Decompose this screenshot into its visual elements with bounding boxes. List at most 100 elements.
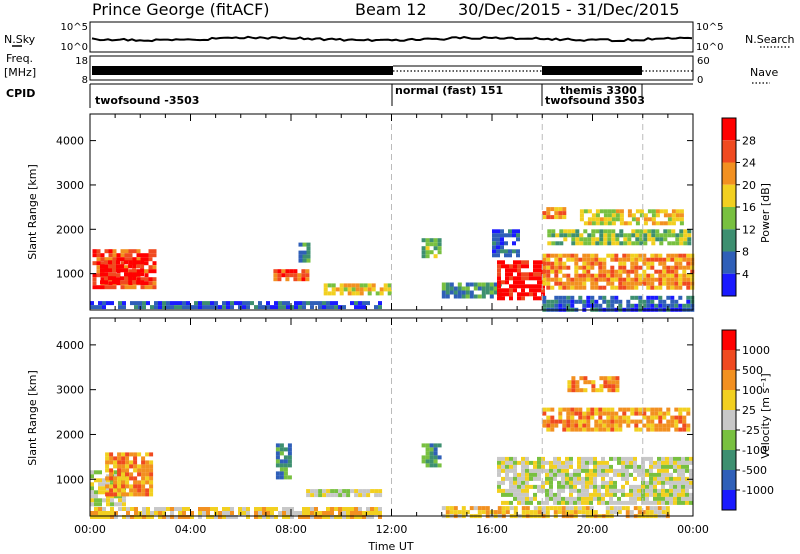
velocity-cell	[287, 459, 292, 464]
power-cell	[262, 305, 266, 310]
power-cell	[104, 264, 108, 269]
velocity-cell	[90, 494, 94, 499]
velocity-cell	[614, 427, 619, 432]
power-cell	[461, 286, 466, 291]
power-cell	[516, 249, 520, 254]
power-cell	[537, 276, 541, 281]
velocity-cell	[154, 511, 158, 515]
velocity-cell	[685, 496, 689, 501]
power-cell	[562, 273, 567, 278]
power-cell	[122, 301, 126, 306]
power-cell	[513, 280, 517, 285]
velocity-cell	[481, 510, 486, 515]
power-cell	[622, 269, 627, 274]
velocity-cell	[117, 472, 122, 477]
nsky-trace	[91, 35, 693, 43]
power-cell	[194, 301, 198, 306]
velocity-cell	[182, 511, 186, 515]
power-cell	[558, 253, 563, 258]
velocity-cell	[314, 507, 318, 511]
velocity-cell	[437, 463, 442, 468]
power-cell	[599, 209, 604, 214]
velocity-cell	[258, 515, 262, 519]
power-cell	[132, 280, 137, 285]
velocity-cell	[306, 507, 310, 511]
power-cell	[579, 209, 584, 214]
power-cell	[492, 237, 496, 242]
velocity-cell	[629, 510, 634, 515]
power-cell	[611, 241, 616, 246]
velocity-cell	[602, 419, 607, 424]
power-cell	[599, 241, 604, 246]
velocity-cell	[117, 452, 122, 457]
power-cell	[508, 249, 512, 254]
velocity-cell	[525, 460, 529, 465]
velocity-cell	[141, 488, 146, 493]
power-cell	[214, 301, 218, 306]
velocity-cell	[594, 427, 599, 432]
power-cell	[108, 285, 113, 290]
velocity-cell	[614, 415, 619, 420]
power-cell	[273, 277, 278, 282]
velocity-cell	[621, 484, 625, 489]
velocity-cell	[278, 511, 282, 515]
velocity-cell	[322, 493, 327, 498]
power-cell	[654, 295, 659, 300]
power-cell	[638, 257, 643, 262]
velocity-cell	[553, 506, 558, 511]
power-cell	[554, 303, 559, 308]
velocity-cell	[637, 506, 642, 511]
velocity-cell	[625, 456, 629, 461]
velocity-cell	[581, 488, 585, 493]
velocity-cell	[166, 515, 170, 519]
velocity-cell	[342, 515, 346, 519]
power-cell	[646, 257, 651, 262]
velocity-cell	[517, 476, 521, 481]
power-cell	[663, 213, 668, 218]
power-cell	[682, 273, 687, 278]
velocity-cell	[378, 511, 382, 515]
power-cell	[473, 294, 478, 299]
velocity-cell	[609, 480, 613, 485]
velocity-cell	[657, 456, 661, 461]
power-cell	[343, 287, 348, 292]
velocity-cell	[517, 500, 521, 505]
power-cell	[643, 241, 648, 246]
velocity-cell	[525, 506, 530, 511]
velocity-cell	[318, 493, 323, 498]
power-cell	[547, 229, 552, 234]
velocity-cell	[270, 507, 274, 511]
velocity-colorbar-label: Velocity [m s⁻¹]	[759, 373, 772, 458]
velocity-cell	[497, 468, 501, 473]
velocity-cell	[254, 507, 258, 511]
velocity-cell	[649, 506, 654, 511]
velocity-cell	[354, 493, 359, 498]
power-cell	[124, 253, 129, 258]
freq-tick-top: 18	[75, 56, 88, 67]
velocity-cell	[113, 484, 118, 489]
power-cell	[559, 241, 564, 246]
velocity-cell	[105, 492, 110, 497]
power-colorbar-tick-label: 20	[742, 179, 756, 192]
velocity-cell	[453, 510, 458, 515]
power-cell	[305, 273, 310, 278]
power-cell	[441, 290, 446, 295]
power-cell	[650, 303, 655, 308]
velocity-cell	[242, 507, 246, 511]
velocity-cell	[561, 480, 565, 485]
velocity-cell	[90, 502, 94, 507]
power-cell	[611, 233, 616, 238]
power-cell	[108, 260, 112, 265]
velocity-cell	[98, 507, 102, 511]
velocity-cell	[545, 510, 550, 515]
velocity-cell	[545, 488, 549, 493]
velocity-cell	[565, 500, 569, 505]
power-cell	[481, 286, 486, 291]
power-cell	[590, 277, 595, 282]
power-cell	[550, 215, 555, 220]
velocity-cell	[98, 498, 102, 503]
power-patch-5	[323, 283, 392, 296]
power-cell	[611, 213, 616, 218]
power-cell	[425, 254, 430, 259]
velocity-cell	[94, 494, 98, 499]
